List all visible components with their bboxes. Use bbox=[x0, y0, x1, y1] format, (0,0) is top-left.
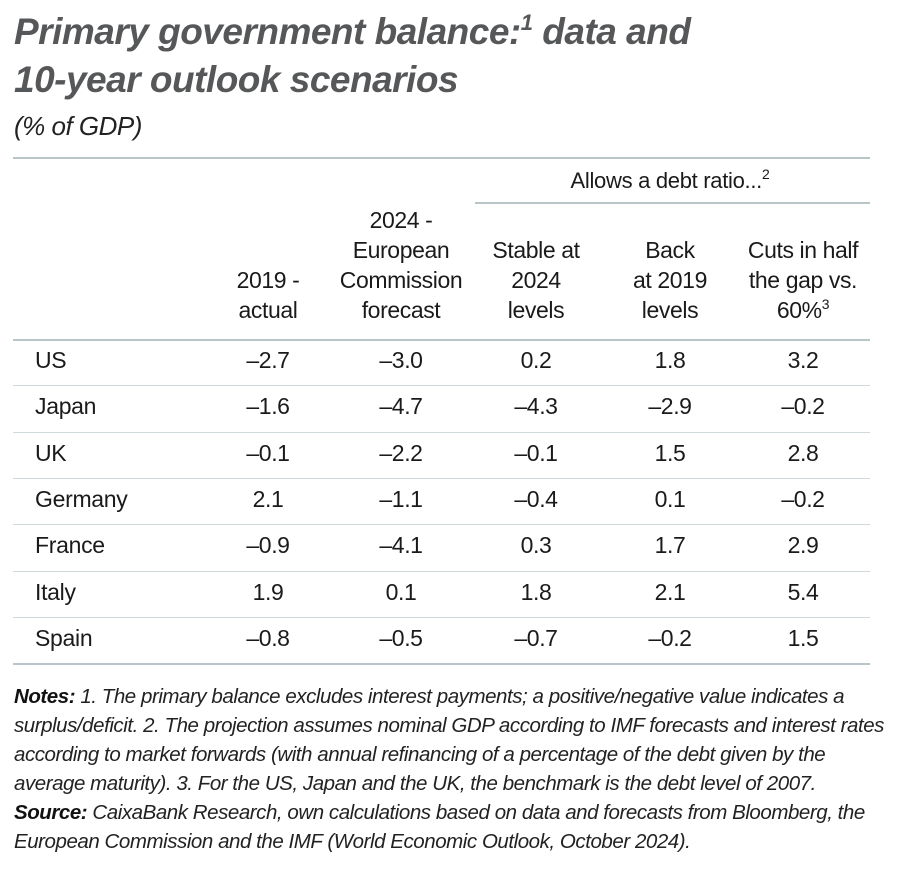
row-divider bbox=[13, 385, 870, 387]
table-cell: 2.1 bbox=[252, 485, 284, 512]
table-cell: 1.9 bbox=[252, 578, 284, 605]
table-cell: –0.2 bbox=[781, 485, 825, 512]
title-text: Primary government balance: bbox=[14, 11, 521, 52]
bottom-rule bbox=[13, 663, 870, 666]
column-header-line: the gap vs. bbox=[748, 267, 858, 293]
column-header: 2024 - European Commission forecast bbox=[340, 205, 463, 325]
table-cell: –4.3 bbox=[514, 393, 558, 420]
table-cell: –2.2 bbox=[379, 439, 423, 466]
column-header: 2019 - actual bbox=[237, 265, 300, 325]
column-header-line: actual bbox=[238, 297, 298, 323]
column-header-line: levels bbox=[641, 297, 699, 323]
table-cell: 2.8 bbox=[787, 439, 819, 466]
table-cell: –0.7 bbox=[514, 624, 558, 651]
row-country: France bbox=[35, 532, 105, 559]
table-cell: –4.1 bbox=[379, 532, 423, 559]
column-header-line: European bbox=[352, 237, 450, 263]
page-title: Primary government balance:1 data and 10-… bbox=[14, 8, 691, 104]
column-header-line: Commission bbox=[339, 267, 463, 293]
table-cell: –2.9 bbox=[648, 393, 692, 420]
column-header: Cuts in half the gap vs. 60%3 bbox=[747, 235, 859, 325]
row-divider bbox=[13, 477, 870, 479]
row-divider bbox=[13, 570, 870, 572]
row-country: Italy bbox=[35, 578, 76, 605]
table-cell: 2.9 bbox=[787, 532, 819, 559]
table-cell: –0.9 bbox=[246, 532, 290, 559]
row-divider bbox=[13, 524, 870, 526]
row-divider bbox=[13, 431, 870, 433]
column-header-line: 2019 - bbox=[236, 267, 300, 293]
table-cell: 3.2 bbox=[787, 347, 819, 373]
column-header-line: forecast bbox=[361, 297, 441, 323]
column-header-footnote: 3 bbox=[821, 296, 830, 312]
table-cell: –0.5 bbox=[379, 624, 423, 651]
column-header: Stable at 2024 levels bbox=[492, 235, 580, 325]
group-header-footnote: 2 bbox=[762, 166, 770, 182]
column-header-line: 2024 bbox=[511, 267, 561, 293]
column-header-line: Back bbox=[645, 237, 695, 263]
source-text: CaixaBank Research, own calculations bas… bbox=[14, 801, 865, 853]
header-rule bbox=[13, 339, 870, 341]
table-cell: –0.8 bbox=[246, 624, 290, 651]
notes-text: 1. The primary balance excludes interest… bbox=[14, 685, 884, 795]
table-cell: –3.0 bbox=[379, 347, 423, 373]
title-footnote: 1 bbox=[520, 10, 533, 35]
table-cell: 1.8 bbox=[520, 578, 552, 605]
table-cell: 1.8 bbox=[654, 347, 686, 373]
title-text-end: data and bbox=[532, 11, 691, 52]
table-cell: 0.1 bbox=[385, 578, 417, 605]
column-header-line: Stable at bbox=[492, 237, 580, 263]
row-country: Spain bbox=[35, 624, 93, 651]
column-header-line: levels bbox=[507, 297, 565, 323]
table-cell: 1.5 bbox=[654, 439, 686, 466]
row-country: UK bbox=[35, 439, 67, 466]
table-cell: 0.2 bbox=[520, 347, 552, 373]
row-country: US bbox=[35, 347, 67, 373]
column-header: Back at 2019 levels bbox=[633, 235, 707, 325]
row-country: Germany bbox=[35, 485, 128, 512]
table-cell: 0.3 bbox=[520, 532, 552, 559]
table-cell: 0.1 bbox=[654, 485, 686, 512]
column-header-line: 2024 - bbox=[369, 207, 433, 233]
group-header-text: Allows a debt ratio... bbox=[570, 168, 763, 193]
column-header-line: Cuts in half bbox=[747, 237, 859, 263]
table-cell: 5.4 bbox=[787, 578, 819, 605]
table-cell: 1.5 bbox=[787, 624, 819, 651]
table-cell: –0.4 bbox=[514, 485, 558, 512]
table-cell: –0.2 bbox=[781, 393, 825, 420]
table-cell: –0.1 bbox=[246, 439, 290, 466]
row-divider bbox=[13, 616, 870, 618]
table-cell: –1.6 bbox=[246, 393, 290, 420]
table-cell: –0.2 bbox=[648, 624, 692, 651]
column-header-line: 60% bbox=[776, 297, 822, 323]
row-country: Japan bbox=[35, 393, 97, 420]
table-cell: 1.7 bbox=[654, 532, 686, 559]
source-label: Source: bbox=[14, 801, 88, 824]
group-header: Allows a debt ratio...2 bbox=[570, 166, 770, 194]
notes: Notes: 1. The primary balance excludes i… bbox=[14, 682, 889, 856]
table-cell: 2.1 bbox=[654, 578, 686, 605]
table-cell: –2.7 bbox=[246, 347, 290, 373]
table-cell: –1.1 bbox=[379, 485, 423, 512]
table-cell: –0.1 bbox=[514, 439, 558, 466]
group-rule bbox=[475, 202, 870, 204]
column-header-line: at 2019 bbox=[633, 267, 707, 293]
notes-label: Notes: bbox=[14, 685, 76, 708]
table-cell: –4.7 bbox=[379, 393, 423, 420]
top-rule bbox=[13, 157, 870, 159]
title-line2: 10-year outlook scenarios bbox=[14, 59, 459, 100]
subtitle: (% of GDP) bbox=[14, 111, 142, 141]
